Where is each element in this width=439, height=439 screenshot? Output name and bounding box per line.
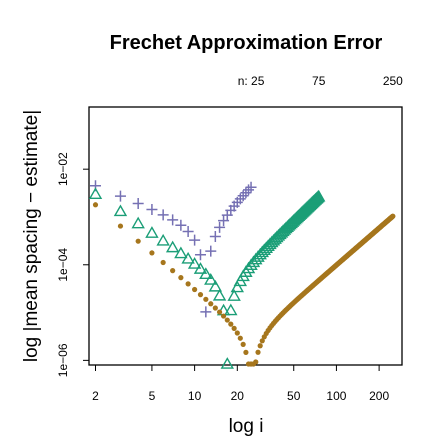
point-plus bbox=[175, 219, 187, 231]
point-plus bbox=[245, 181, 257, 193]
x-tick-label: 100 bbox=[326, 389, 346, 403]
point-triangle bbox=[230, 280, 245, 293]
series-n-75 bbox=[88, 187, 326, 369]
point-plus bbox=[214, 221, 226, 233]
point-dot bbox=[224, 317, 230, 323]
sample-size-label: n: 25 bbox=[238, 74, 265, 88]
point-dot bbox=[257, 343, 263, 349]
point-dot bbox=[231, 325, 237, 331]
x-axis-title: log i bbox=[229, 416, 264, 437]
point-triangle bbox=[174, 246, 188, 259]
point-triangle bbox=[208, 279, 223, 292]
point-triangle bbox=[227, 289, 241, 301]
point-triangle bbox=[131, 216, 145, 229]
point-dot bbox=[160, 259, 166, 266]
point-dot bbox=[255, 349, 261, 355]
chart-title: Frechet Approximation Error bbox=[110, 32, 383, 54]
point-plus bbox=[240, 187, 252, 199]
point-dot bbox=[197, 292, 204, 298]
point-triangle bbox=[88, 187, 103, 200]
point-plus bbox=[218, 215, 230, 227]
plot-area bbox=[88, 180, 396, 369]
y-tick-label: 1e−06 bbox=[56, 343, 70, 377]
point-triangle bbox=[156, 233, 170, 246]
x-tick-label: 200 bbox=[369, 389, 389, 403]
point-triangle bbox=[224, 303, 238, 316]
point-dot bbox=[253, 359, 259, 365]
point-dot bbox=[149, 250, 155, 256]
point-plus bbox=[132, 198, 144, 210]
x-tick-label: 20 bbox=[231, 389, 245, 403]
point-dot bbox=[178, 275, 184, 281]
point-plus bbox=[209, 231, 221, 243]
point-dot bbox=[117, 223, 124, 229]
point-dot bbox=[92, 202, 99, 208]
point-dot bbox=[212, 305, 218, 311]
x-tick-label: 50 bbox=[287, 389, 301, 403]
point-dot bbox=[216, 309, 223, 315]
point-plus bbox=[167, 214, 179, 226]
x-tick-label: 10 bbox=[188, 389, 202, 403]
x-tick-label: 2 bbox=[92, 389, 99, 403]
point-plus bbox=[157, 209, 169, 221]
point-triangle bbox=[193, 262, 208, 274]
point-plus bbox=[114, 190, 126, 202]
point-triangle bbox=[212, 288, 227, 301]
point-triangle bbox=[312, 189, 326, 202]
point-dot bbox=[208, 301, 214, 307]
point-dot bbox=[237, 335, 243, 341]
point-triangle bbox=[204, 273, 218, 285]
point-triangle bbox=[199, 267, 213, 280]
series-n-250 bbox=[92, 202, 396, 367]
point-dot bbox=[259, 338, 265, 344]
point-plus bbox=[205, 245, 217, 257]
point-dot bbox=[185, 281, 191, 287]
point-plus bbox=[194, 249, 206, 261]
y-tick-label: 1e−04 bbox=[56, 248, 70, 282]
point-triangle bbox=[145, 226, 159, 238]
point-triangle bbox=[220, 357, 234, 369]
point-plus bbox=[243, 184, 255, 196]
sample-size-label: 75 bbox=[312, 74, 326, 88]
point-dot bbox=[234, 330, 240, 336]
point-triangle bbox=[187, 257, 202, 269]
y-axis: 1e−06 1e−04 1e−02 bbox=[56, 152, 89, 377]
point-plus bbox=[146, 204, 158, 216]
point-dot bbox=[203, 296, 209, 302]
sample-size-labels: n: 25 75 250 bbox=[238, 74, 403, 88]
point-triangle bbox=[113, 204, 128, 217]
point-dot bbox=[170, 267, 176, 274]
point-triangle bbox=[181, 251, 195, 264]
x-tick-label: 5 bbox=[149, 389, 156, 403]
point-plus bbox=[200, 306, 212, 318]
point-dot bbox=[390, 213, 396, 219]
plot-frame bbox=[88, 106, 403, 366]
point-plus bbox=[189, 234, 201, 246]
point-dot bbox=[240, 341, 246, 347]
point-dot bbox=[228, 321, 234, 327]
point-dot bbox=[243, 349, 249, 355]
point-triangle bbox=[165, 240, 180, 253]
point-dot bbox=[135, 238, 141, 244]
series-n-25 bbox=[89, 180, 257, 318]
point-dot bbox=[192, 286, 198, 293]
y-axis-title: log |mean spacing − estimate| bbox=[21, 110, 42, 362]
x-axis: 2 5 10 20 50 100 200 bbox=[92, 365, 389, 403]
sample-size-label: 250 bbox=[383, 74, 403, 88]
point-dot bbox=[220, 313, 227, 319]
y-tick-label: 1e−02 bbox=[56, 152, 70, 186]
point-plus bbox=[182, 226, 194, 238]
